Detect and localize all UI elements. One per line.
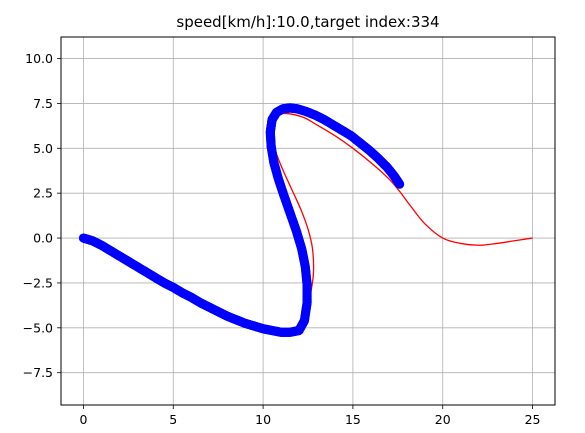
y-tick-label: −7.5 [23, 365, 53, 380]
y-tick-label: −2.5 [23, 275, 53, 290]
chart-title: speed[km/h]:10.0,target index:334 [176, 13, 439, 31]
grid [61, 37, 555, 405]
y-tick-label: −5.0 [23, 320, 53, 335]
plot-area [61, 37, 555, 405]
y-tick-label: 2.5 [33, 186, 53, 201]
tick-layer: 0 5 10 15 20 25 10.0 7.5 5.0 2.5 0.0 −2.5 −5.0 −7.5 [23, 51, 541, 427]
x-tick-label: 20 [435, 412, 451, 427]
x-tick-label: 15 [345, 412, 361, 427]
x-tick-label: 10 [255, 412, 271, 427]
series-layer [78, 103, 533, 337]
y-tick-label: 10.0 [25, 51, 53, 66]
trajectory-point [395, 179, 405, 189]
plot-frame [60, 36, 556, 406]
trajectory-markers [78, 103, 405, 337]
x-tick-label: 5 [169, 412, 177, 427]
y-tick-label: 5.0 [33, 141, 53, 156]
x-tick-label: 25 [525, 412, 541, 427]
y-tick-label: 0.0 [33, 231, 53, 246]
y-tick-label: 7.5 [33, 96, 53, 111]
x-tick-label: 0 [79, 412, 87, 427]
